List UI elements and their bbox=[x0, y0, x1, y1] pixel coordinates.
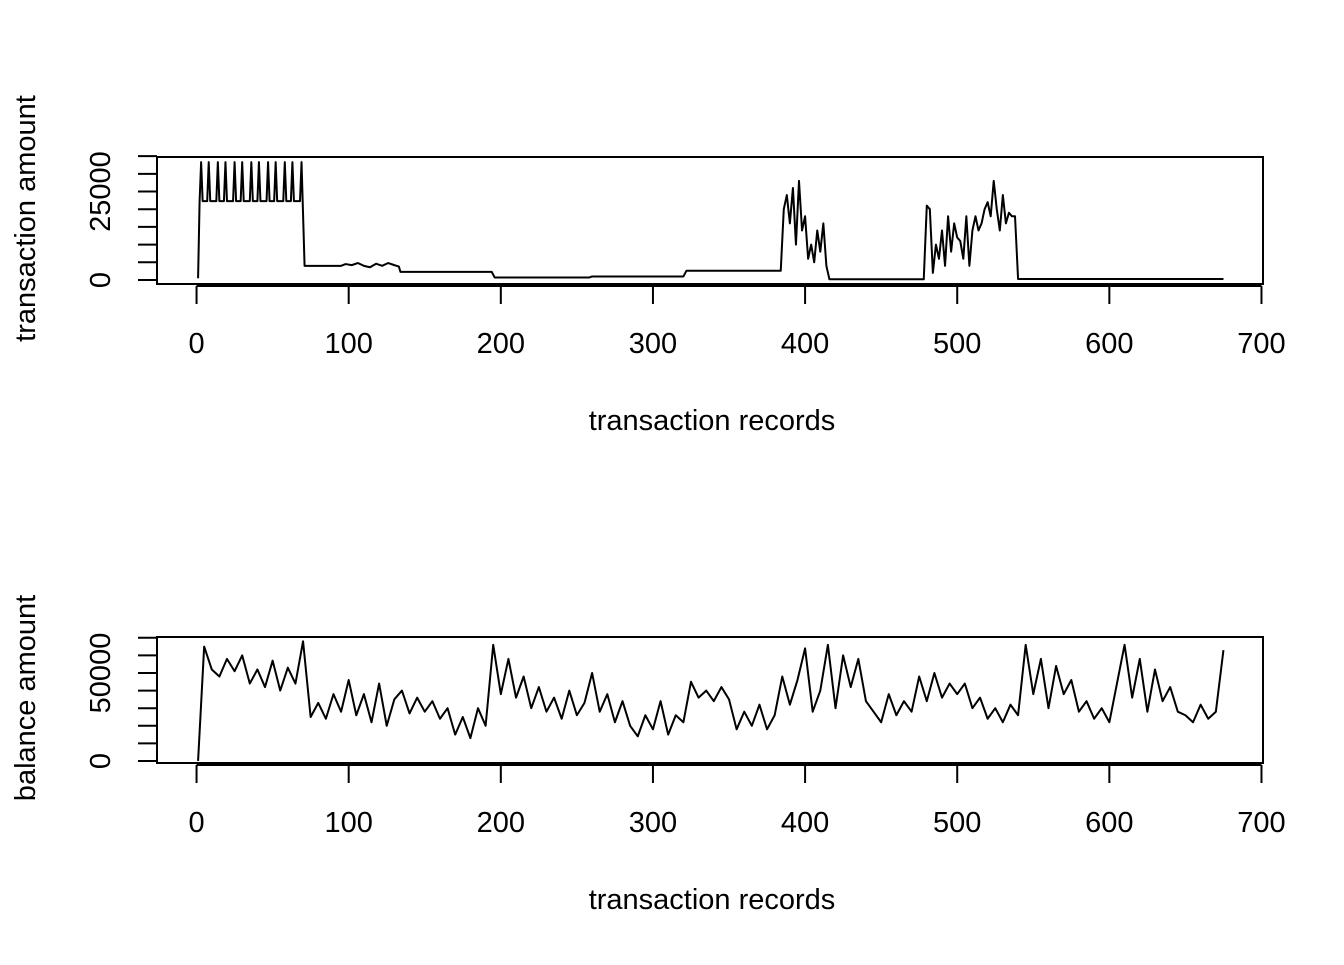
x-tick-label: 200 bbox=[477, 807, 525, 839]
x-tick-label: 600 bbox=[1085, 328, 1133, 360]
y-tick-label: 0 bbox=[85, 753, 117, 769]
x-tick-label: 100 bbox=[324, 328, 372, 360]
data-line bbox=[197, 161, 1224, 281]
x-tick-label: 400 bbox=[781, 328, 829, 360]
y-axis-title: balance amount bbox=[10, 595, 42, 801]
x-axis-title: transaction records bbox=[589, 405, 836, 437]
x-tick-label: 300 bbox=[629, 328, 677, 360]
x-tick-label: 700 bbox=[1237, 328, 1285, 360]
x-tick-label: 600 bbox=[1085, 807, 1133, 839]
x-tick-label: 200 bbox=[477, 328, 525, 360]
x-tick-label: 500 bbox=[933, 328, 981, 360]
x-tick-label: 300 bbox=[629, 807, 677, 839]
data-line bbox=[197, 640, 1225, 762]
x-tick-label: 100 bbox=[324, 807, 372, 839]
y-tick-label: 0 bbox=[85, 272, 117, 288]
x-tick-label: 700 bbox=[1237, 807, 1285, 839]
x-tick-label: 500 bbox=[933, 807, 981, 839]
plot-box bbox=[156, 636, 1264, 764]
x-tick-label: 0 bbox=[188, 328, 204, 360]
x-axis-title: transaction records bbox=[589, 884, 836, 916]
x-tick-label: 400 bbox=[781, 807, 829, 839]
y-tick-label: 50000 bbox=[85, 633, 117, 714]
y-axis-title: transaction amount bbox=[10, 95, 42, 342]
x-tick-label: 0 bbox=[188, 807, 204, 839]
y-tick-label: 25000 bbox=[85, 151, 117, 232]
